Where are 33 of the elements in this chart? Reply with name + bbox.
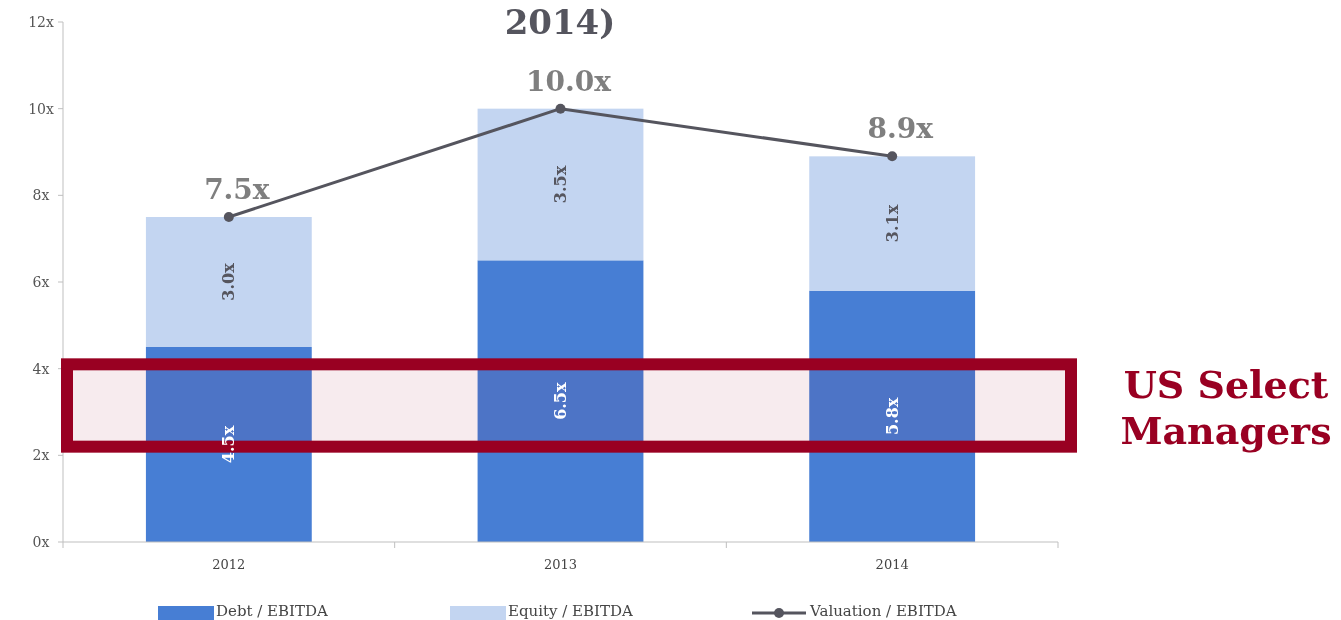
legend-label: Debt / EBITDA — [216, 602, 329, 620]
bar — [809, 156, 976, 291]
y-tick-label: 8x — [32, 187, 50, 204]
x-tick-label: 2013 — [543, 557, 578, 572]
legend-label: Valuation / EBITDA — [809, 602, 957, 620]
y-tick-label: 12x — [28, 14, 54, 30]
data-label: 8.9x — [867, 112, 934, 146]
chart-title: 2014) — [504, 2, 616, 42]
data-label: 10.0x — [526, 64, 612, 98]
y-tick-label: 0x — [32, 534, 50, 550]
y-tick-label: 10x — [28, 100, 54, 117]
bar — [809, 290, 976, 542]
y-tick-label: 4x — [32, 360, 50, 377]
point — [223, 212, 234, 222]
point — [887, 151, 898, 162]
bar — [145, 217, 312, 347]
data-label: 4.5x — [219, 425, 239, 464]
bar — [477, 260, 644, 542]
data-label: 5.8x — [882, 397, 902, 436]
bar — [145, 347, 312, 542]
band-label: US Select Managers — [1120, 361, 1332, 453]
data-label: 3.0x — [219, 262, 239, 301]
data-label: 3.5x — [551, 165, 570, 204]
data-label: 7.5x — [204, 173, 270, 206]
bar — [477, 108, 644, 261]
point — [555, 103, 566, 114]
x-tick-label: 2014 — [875, 557, 909, 572]
data-label: 3.1x — [882, 204, 902, 243]
data-label: 6.5x — [551, 382, 570, 420]
x-tick-label: 2012 — [212, 557, 246, 572]
legend-label: Equity / EBITDA — [508, 602, 634, 620]
y-tick-label: 2x — [32, 447, 50, 464]
y-tick-label: 6x — [32, 274, 50, 290]
